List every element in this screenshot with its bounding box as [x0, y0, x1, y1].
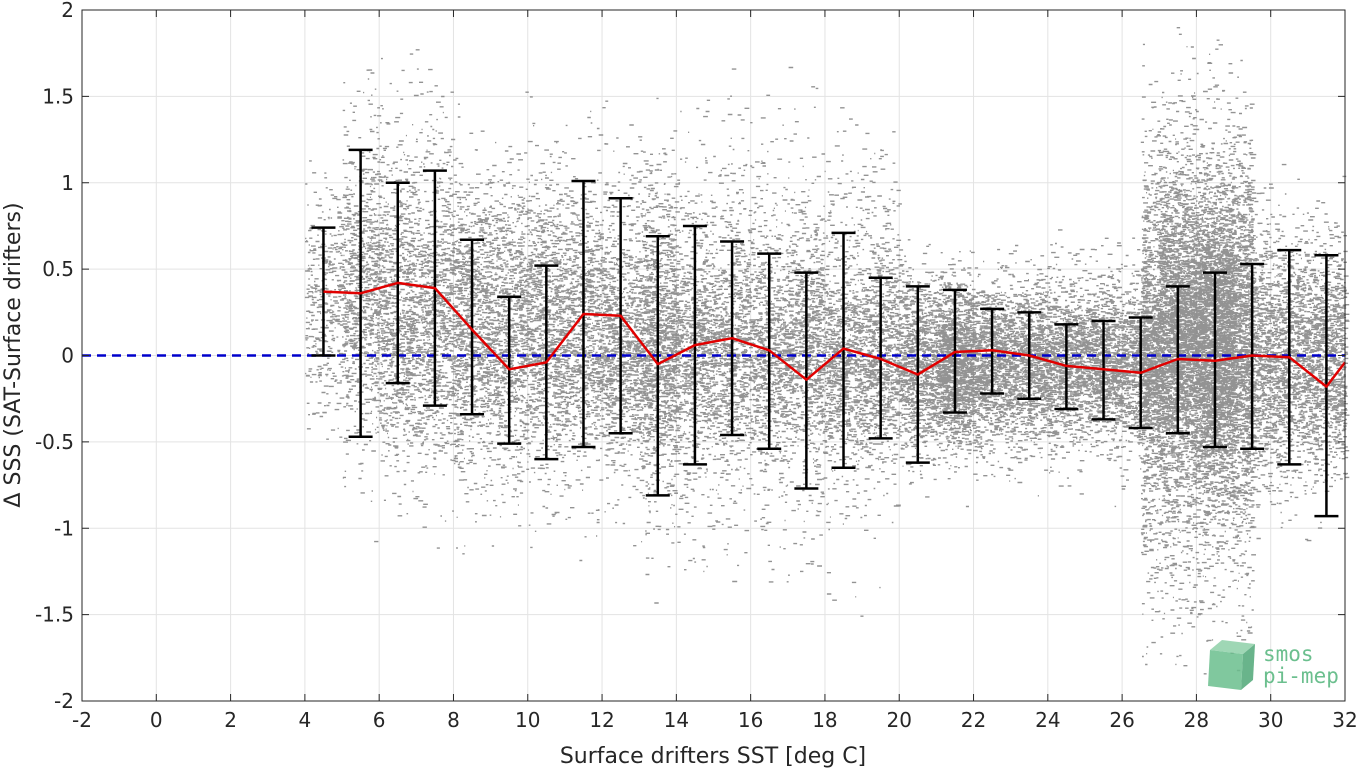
x-axis: -2 0 2 4 6 8 10 12 14 16 18 20 22 24 26 28 30 32	[72, 10, 1358, 732]
x-tick-label: 30	[1258, 708, 1283, 732]
x-tick-label: 4	[299, 708, 312, 732]
errorbar	[460, 238, 485, 416]
y-tick-label: -1	[54, 516, 74, 540]
cube-logo-icon	[1208, 640, 1255, 690]
y-axis: -2 -1.5 -1 -0.5 0 0.5 1 1.5 2	[35, 0, 1345, 713]
x-tick-label: -2	[72, 708, 92, 732]
smos-pimep-logo: smos pi-mep	[1208, 640, 1339, 690]
x-tick-label: 8	[447, 708, 460, 732]
errorbar	[831, 231, 856, 470]
x-tick-label: 18	[812, 708, 837, 732]
mean-line	[323, 281, 1346, 388]
x-tick-label: 10	[515, 708, 540, 732]
y-tick-label: -1.5	[35, 603, 74, 627]
logo-line2: pi-mep	[1263, 664, 1339, 688]
y-tick-label: 1	[61, 171, 74, 195]
x-tick-label: 22	[961, 708, 986, 732]
x-axis-label: Surface drifters SST [deg C]	[560, 744, 866, 769]
x-tick-label: 6	[373, 708, 386, 732]
y-tick-label: 0	[61, 344, 74, 368]
logo-line1: smos	[1263, 642, 1314, 666]
y-tick-label: 1.5	[42, 84, 74, 108]
x-tick-label: 12	[589, 708, 614, 732]
error-bars	[311, 148, 1339, 518]
errorbar	[645, 235, 670, 497]
x-tick-label: 26	[1109, 708, 1134, 732]
errorbar	[311, 226, 336, 357]
x-tick-label: 2	[224, 708, 237, 732]
x-tick-label: 24	[1035, 708, 1060, 732]
x-tick-label: 0	[150, 708, 163, 732]
x-tick-label: 28	[1184, 708, 1209, 732]
x-tick-label: 20	[887, 708, 912, 732]
y-tick-label: -0.5	[35, 430, 74, 454]
y-tick-label: 0.5	[42, 257, 74, 281]
y-axis-label: Δ SSS (SAT-Surface drifters)	[1, 202, 26, 507]
x-tick-label: 32	[1332, 708, 1357, 732]
x-tick-label: 16	[738, 708, 763, 732]
y-tick-label: 2	[61, 0, 74, 22]
y-tick-label: -2	[54, 689, 74, 713]
x-tick-label: 14	[664, 708, 689, 732]
mean-line-layer	[323, 281, 1346, 388]
